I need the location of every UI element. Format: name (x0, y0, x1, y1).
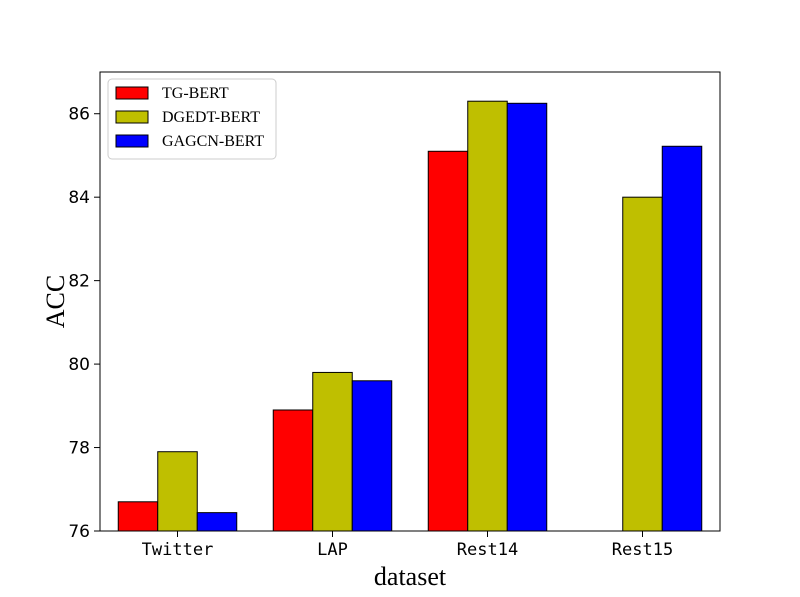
legend-label: DGEDT-BERT (162, 109, 260, 126)
bar-tg-bert-twitter (117, 501, 159, 532)
bar-dgedt-bert-lap (312, 371, 353, 532)
y-tick-label: 82 (68, 272, 90, 292)
y-tick-label: 80 (68, 355, 90, 375)
legend-frame (107, 78, 277, 160)
legend-label: TG-BERT (162, 85, 229, 102)
y-axis: 76 78 80 82 84 86 (68, 105, 100, 542)
x-tick-label: Twitter (142, 540, 214, 560)
y-axis-label: ACC (41, 275, 70, 328)
plot-frame (99, 71, 721, 532)
bar-gagcn-bert-lap (351, 380, 393, 532)
bar-dgedt-bert-twitter (157, 451, 198, 532)
x-tick-label: Rest15 (612, 540, 673, 560)
legend-swatch (115, 134, 149, 148)
x-axis-label: dataset (374, 562, 447, 591)
y-tick-label: 84 (68, 188, 90, 208)
bar-gagcn-bert-twitter (196, 512, 238, 532)
legend-swatch (115, 86, 149, 100)
bar-gagcn-bert-rest14 (506, 102, 548, 532)
y-tick-label: 86 (68, 105, 90, 125)
bar-tg-bert-rest14 (427, 150, 469, 532)
bars-group (117, 100, 703, 532)
x-tick-label: Rest14 (457, 540, 518, 560)
bar-dgedt-bert-rest15 (622, 196, 663, 532)
legend-swatch (115, 110, 149, 124)
bar-dgedt-bert-rest14 (467, 100, 508, 532)
legend-label: GAGCN-BERT (162, 133, 264, 150)
y-tick-label: 78 (68, 439, 90, 459)
x-tick-label: LAP (317, 540, 348, 560)
legend: TG-BERT DGEDT-BERT GAGCN-BERT (107, 78, 277, 160)
bar-gagcn-bert-rest15 (661, 145, 703, 532)
y-tick-label: 76 (68, 522, 90, 542)
bar-tg-bert-lap (272, 409, 314, 532)
x-axis: Twitter LAP Rest14 Rest15 (142, 531, 673, 560)
